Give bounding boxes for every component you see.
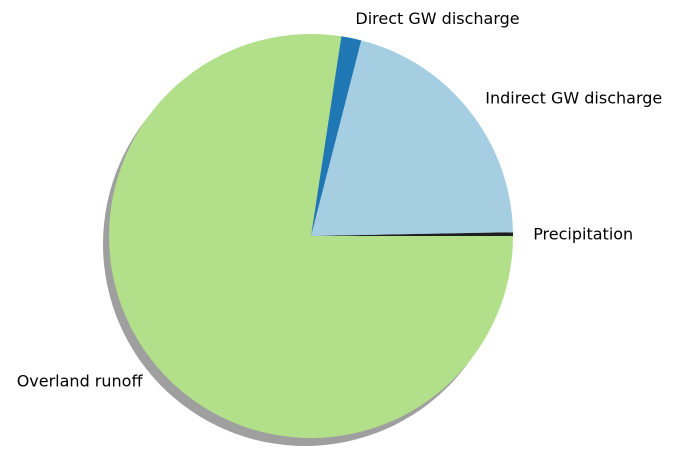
pie-slice-indirect-gw-discharge	[311, 40, 513, 236]
pie-slice-overland-runoff	[109, 34, 514, 438]
pie-slices	[109, 34, 514, 438]
pie-label-overland-runoff: Overland runoff	[17, 371, 144, 390]
pie-labels: Precipitation Indirect GW discharge Direct…	[17, 9, 663, 391]
pie-slice-direct-gw-discharge	[311, 36, 362, 237]
pie-label-direct-gw-discharge: Direct GW discharge	[355, 9, 519, 28]
pie-label-indirect-gw-discharge: Indirect GW discharge	[485, 89, 662, 108]
pie-slice-precipitation	[311, 232, 513, 236]
pie-label-precipitation: Precipitation	[533, 224, 633, 243]
